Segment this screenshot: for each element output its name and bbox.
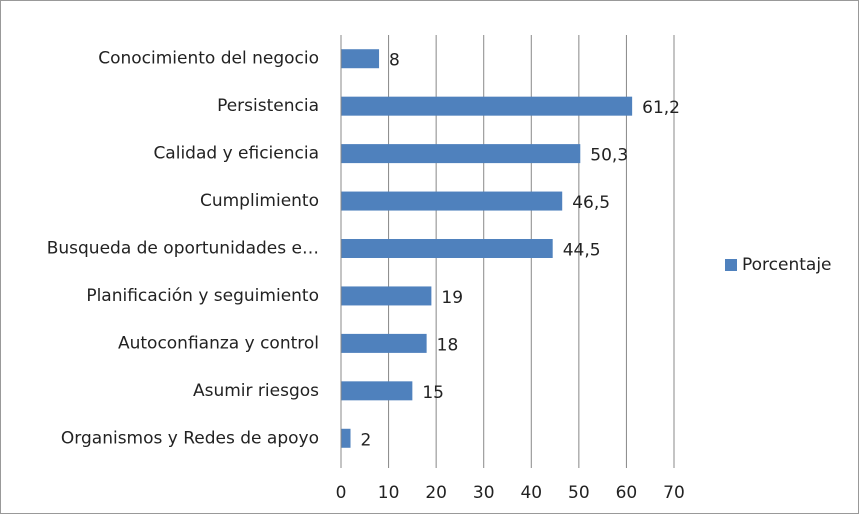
legend-label: Porcentaje	[742, 255, 832, 275]
y-tick-label: Conocimiento del negocio	[98, 49, 319, 69]
bar	[341, 96, 633, 116]
bar	[341, 381, 413, 401]
y-tick-label: Cumplimiento	[200, 191, 319, 211]
y-tick-label: Busqueda de oportunidades e…	[47, 239, 319, 259]
value-label: 61,2	[642, 98, 680, 118]
legend-swatch	[725, 259, 737, 271]
bar	[341, 191, 563, 211]
x-tick-label: 60	[616, 483, 638, 503]
value-label: 2	[361, 430, 372, 450]
value-label: 46,5	[572, 193, 610, 213]
value-label: 18	[437, 335, 459, 355]
y-tick-label: Autoconfianza y control	[118, 333, 319, 353]
value-label: 50,3	[590, 146, 628, 166]
x-tick-label: 20	[425, 483, 447, 503]
y-tick-label: Organismos y Redes de apoyo	[61, 428, 319, 448]
value-label: 15	[422, 383, 444, 403]
x-tick-label: 30	[473, 483, 495, 503]
value-label: 44,5	[563, 241, 601, 261]
bar	[341, 286, 432, 306]
bar	[341, 144, 581, 164]
bar	[341, 428, 351, 448]
bar	[341, 333, 427, 353]
x-tick-label: 40	[520, 483, 542, 503]
x-tick-label: 50	[568, 483, 590, 503]
value-label: 8	[389, 51, 400, 71]
y-tick-label: Planificación y seguimiento	[86, 286, 319, 306]
x-tick-label: 70	[663, 483, 685, 503]
y-tick-label: Calidad y eficiencia	[153, 144, 319, 164]
value-label: 19	[441, 288, 463, 308]
bar	[341, 49, 380, 69]
y-tick-label: Persistencia	[217, 96, 319, 116]
x-tick-label: 0	[336, 483, 347, 503]
bar	[341, 239, 553, 258]
x-tick-label: 10	[378, 483, 400, 503]
y-tick-label: Asumir riesgos	[193, 381, 319, 401]
